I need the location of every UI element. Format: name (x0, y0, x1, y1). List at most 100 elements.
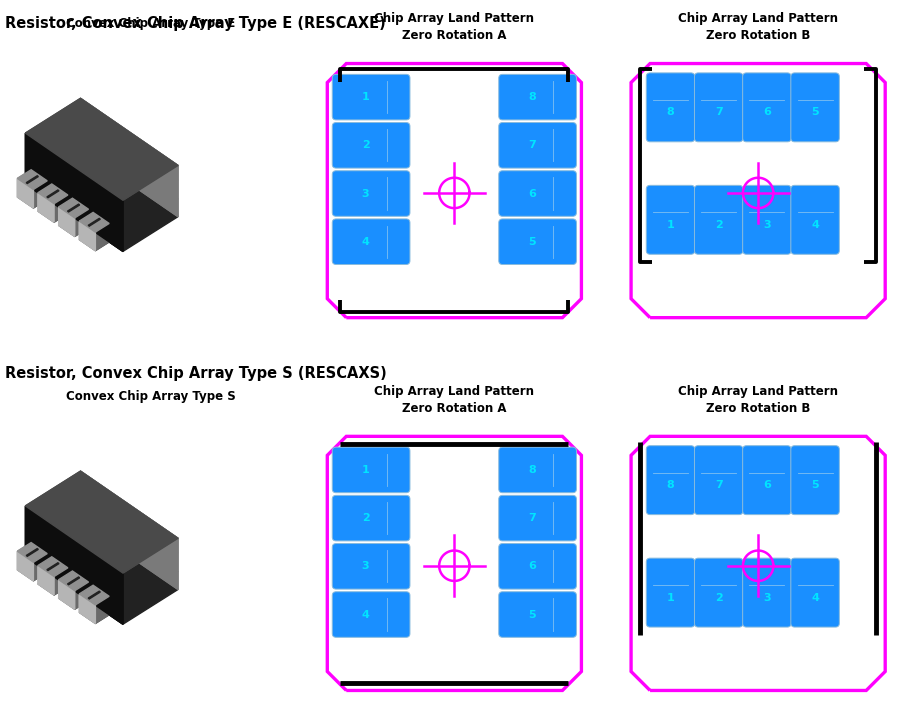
FancyBboxPatch shape (791, 186, 839, 254)
Polygon shape (59, 571, 89, 591)
Polygon shape (17, 170, 47, 189)
Polygon shape (100, 499, 116, 529)
Polygon shape (80, 585, 109, 605)
Text: 5: 5 (811, 107, 819, 117)
Polygon shape (95, 596, 109, 624)
Polygon shape (164, 553, 178, 580)
Polygon shape (38, 557, 68, 576)
Polygon shape (38, 575, 68, 595)
Text: 5: 5 (811, 480, 819, 490)
Polygon shape (149, 542, 178, 561)
Polygon shape (25, 471, 178, 573)
Text: 1: 1 (667, 592, 674, 602)
Polygon shape (25, 99, 178, 200)
Polygon shape (68, 577, 80, 585)
Text: Resistor, Convex Chip Array Type E (RESCAXE): Resistor, Convex Chip Array Type E (RESC… (5, 16, 385, 31)
Polygon shape (25, 99, 178, 200)
FancyBboxPatch shape (333, 123, 410, 168)
Text: 7: 7 (528, 141, 535, 150)
Text: 2: 2 (715, 592, 723, 602)
Polygon shape (86, 126, 116, 146)
Polygon shape (17, 551, 34, 581)
Polygon shape (17, 178, 34, 208)
FancyBboxPatch shape (499, 170, 576, 216)
FancyBboxPatch shape (695, 558, 743, 627)
Polygon shape (26, 549, 38, 556)
Polygon shape (81, 99, 178, 217)
Text: 7: 7 (528, 513, 535, 523)
Polygon shape (17, 561, 47, 581)
Polygon shape (47, 563, 59, 571)
Text: 7: 7 (715, 107, 723, 117)
Polygon shape (25, 471, 178, 573)
Title: Chip Array Land Pattern
Zero Rotation B: Chip Array Land Pattern Zero Rotation B (678, 12, 838, 42)
Title: Convex Chip Array Type E: Convex Chip Array Type E (66, 17, 236, 30)
Polygon shape (80, 221, 95, 251)
Polygon shape (102, 137, 116, 165)
Polygon shape (59, 198, 89, 218)
FancyBboxPatch shape (695, 73, 743, 142)
Polygon shape (38, 193, 54, 222)
Polygon shape (38, 566, 54, 595)
Polygon shape (17, 170, 47, 189)
FancyBboxPatch shape (743, 186, 791, 254)
Polygon shape (26, 175, 38, 183)
Polygon shape (59, 571, 89, 591)
FancyBboxPatch shape (499, 219, 576, 265)
Title: Chip Array Land Pattern
Zero Rotation A: Chip Array Land Pattern Zero Rotation A (374, 385, 535, 415)
Text: 7: 7 (715, 480, 723, 490)
Text: 6: 6 (763, 107, 771, 117)
Polygon shape (59, 589, 89, 609)
FancyBboxPatch shape (499, 495, 576, 541)
FancyBboxPatch shape (646, 186, 695, 254)
Polygon shape (81, 471, 178, 589)
Polygon shape (164, 180, 178, 207)
Polygon shape (47, 190, 59, 198)
Polygon shape (80, 604, 109, 624)
Polygon shape (141, 154, 158, 184)
Title: Convex Chip Array Type S: Convex Chip Array Type S (66, 390, 236, 403)
Polygon shape (86, 499, 116, 519)
Polygon shape (59, 580, 74, 609)
Polygon shape (128, 528, 158, 547)
FancyBboxPatch shape (743, 558, 791, 627)
Polygon shape (59, 580, 74, 609)
FancyBboxPatch shape (333, 544, 410, 589)
Polygon shape (80, 594, 95, 624)
Text: 4: 4 (811, 592, 819, 602)
Polygon shape (25, 133, 123, 252)
Polygon shape (34, 554, 47, 581)
FancyBboxPatch shape (743, 446, 791, 515)
Polygon shape (59, 198, 89, 218)
FancyBboxPatch shape (333, 170, 410, 216)
Text: 6: 6 (528, 561, 536, 571)
FancyBboxPatch shape (791, 558, 839, 627)
Text: 2: 2 (715, 220, 723, 230)
Text: 3: 3 (361, 188, 370, 199)
FancyBboxPatch shape (646, 558, 695, 627)
Polygon shape (80, 212, 109, 232)
Text: 3: 3 (763, 220, 771, 230)
Text: 5: 5 (528, 610, 535, 620)
FancyBboxPatch shape (743, 73, 791, 142)
Polygon shape (80, 212, 109, 232)
Polygon shape (80, 594, 95, 624)
Text: 1: 1 (361, 465, 370, 475)
FancyBboxPatch shape (791, 73, 839, 142)
Text: 6: 6 (528, 188, 536, 199)
Polygon shape (143, 539, 158, 566)
FancyBboxPatch shape (499, 447, 576, 493)
Polygon shape (81, 471, 178, 589)
Polygon shape (38, 184, 68, 204)
Polygon shape (143, 166, 158, 193)
Text: 3: 3 (763, 592, 771, 602)
FancyBboxPatch shape (499, 544, 576, 589)
Polygon shape (80, 221, 95, 251)
Text: 1: 1 (667, 220, 674, 230)
Polygon shape (102, 510, 116, 537)
Text: 8: 8 (667, 107, 674, 117)
Text: 4: 4 (361, 236, 370, 247)
Text: 2: 2 (361, 513, 370, 523)
Polygon shape (128, 154, 158, 175)
Text: 1: 1 (361, 92, 370, 102)
